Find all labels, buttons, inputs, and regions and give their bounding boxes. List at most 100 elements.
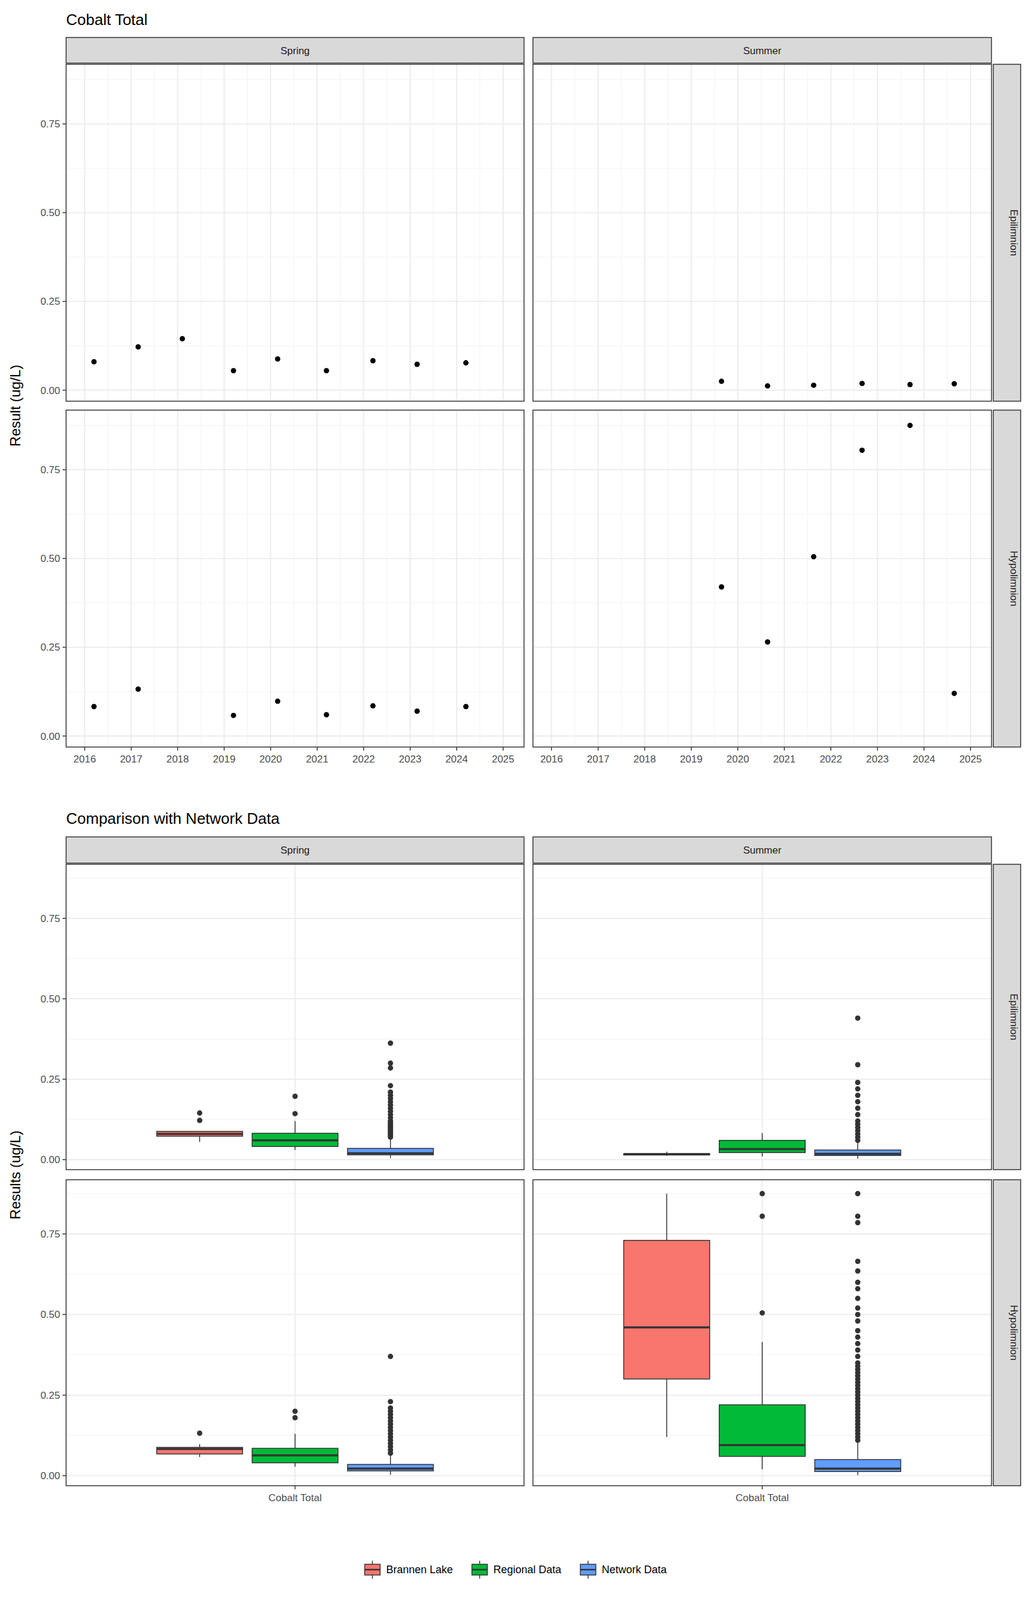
box [156, 1448, 243, 1455]
tick [551, 747, 553, 751]
whisker [199, 1444, 201, 1448]
minor-grid [432, 64, 434, 402]
outlier [855, 1099, 861, 1105]
figure: Cobalt TotalSpringSummerResult (ug/L)Epi… [0, 0, 1029, 1600]
grid-line [502, 64, 504, 402]
grid-line [409, 410, 411, 748]
minor-grid [293, 64, 295, 402]
point [859, 447, 865, 454]
panel: 2016201720182019202020212022202320242025 [532, 410, 992, 766]
axis-title: Result (ug/L) [7, 365, 24, 447]
tick-label: 0.25 [40, 641, 61, 654]
panel: 0.000.250.500.75201620172018201920202021… [40, 410, 525, 766]
panel-border [66, 410, 525, 748]
tick [62, 1233, 67, 1236]
panel-border [66, 64, 525, 402]
point [718, 584, 725, 591]
grid-line [409, 64, 411, 402]
tick-label: 0.25 [40, 1074, 61, 1086]
grid-line [66, 736, 525, 738]
whisker [666, 1193, 668, 1241]
legend-key [471, 1564, 488, 1576]
tick [62, 1079, 67, 1081]
legend-key [364, 1569, 380, 1572]
tick [62, 918, 67, 920]
median [156, 1133, 243, 1136]
whisker [390, 1471, 392, 1476]
strip-label: Epilimnion [1008, 209, 1020, 257]
minor-grid [621, 410, 622, 748]
grid-line [597, 64, 600, 402]
tick-label: 2020 [259, 753, 283, 766]
minor-grid [66, 345, 525, 346]
whisker [294, 1463, 296, 1468]
minor-grid [574, 64, 576, 402]
tick [177, 747, 179, 751]
minor-grid [667, 64, 669, 402]
panel-background [532, 864, 992, 1171]
tick [62, 736, 67, 738]
grid-line [130, 410, 132, 748]
minor-grid [532, 256, 992, 258]
point [951, 381, 957, 387]
minor-grid [66, 425, 525, 426]
grid-line [66, 557, 525, 560]
median [719, 1444, 806, 1448]
grid-line [176, 64, 179, 402]
strip [993, 864, 1021, 1171]
panel-background [532, 1180, 992, 1487]
minor-grid [432, 410, 434, 748]
point [135, 344, 142, 350]
grid-line [66, 123, 525, 125]
minor-grid [532, 602, 992, 604]
median [347, 1152, 434, 1156]
outlier [855, 1086, 861, 1093]
strip [532, 837, 992, 864]
minor-grid [946, 64, 948, 402]
minor-grid [807, 64, 809, 402]
tick-label: 2022 [819, 753, 843, 766]
tick-label: 0.00 [40, 385, 61, 397]
grid-line [690, 410, 692, 748]
tick-label: 0.00 [40, 1154, 61, 1166]
tick-label: 2025 [491, 753, 515, 766]
minor-grid [107, 410, 109, 748]
outlier [292, 1093, 298, 1100]
strip-label: Hypolimnion [1008, 1305, 1020, 1362]
outlier [855, 1354, 861, 1360]
outlier [387, 1040, 394, 1047]
outlier [197, 1118, 203, 1124]
outlier [855, 1347, 861, 1353]
tick [223, 747, 226, 751]
minor-grid [479, 410, 480, 748]
grid-line [130, 64, 132, 402]
point [951, 690, 957, 697]
tick [502, 747, 504, 751]
panel: 0.000.250.500.75 [40, 64, 525, 402]
minor-grid [154, 64, 155, 402]
tick-label: 2021 [772, 753, 796, 766]
grid-line [550, 64, 553, 402]
grid-line [270, 410, 272, 748]
minor-grid [532, 345, 992, 346]
strip-label: Summer [743, 844, 782, 857]
median [156, 1448, 243, 1452]
box [347, 1464, 434, 1472]
minor-grid [532, 513, 992, 515]
outlier [855, 1080, 861, 1086]
panel-background [532, 64, 992, 402]
box [347, 1148, 434, 1156]
box [623, 1154, 710, 1156]
minor-grid [479, 64, 480, 402]
outlier [855, 1280, 861, 1286]
grid-line [83, 410, 86, 748]
minor-grid [853, 410, 855, 748]
tick [456, 747, 458, 751]
outlier [855, 1296, 861, 1302]
point [275, 699, 281, 705]
median [623, 1326, 710, 1330]
minor-grid [66, 602, 525, 604]
tick [62, 212, 67, 214]
outlier [759, 1214, 766, 1220]
median [814, 1153, 901, 1156]
